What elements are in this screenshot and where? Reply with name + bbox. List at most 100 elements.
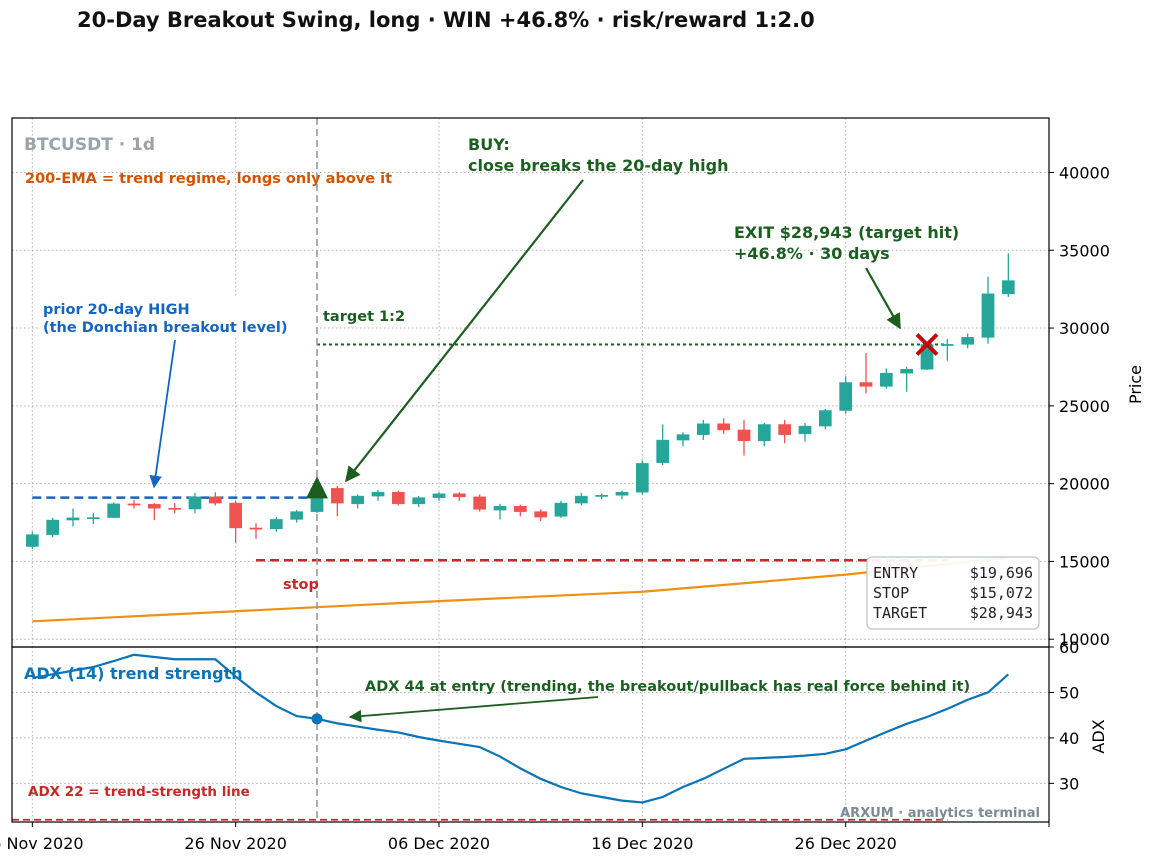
candle: [757, 422, 771, 447]
xtick-label: 06 Dec 2020: [388, 834, 490, 853]
candle-body: [46, 519, 60, 535]
axes: 10000 15000 20000 25000 30000 35000 40000 30 40 5…: [0, 117, 1145, 853]
adx-ytick-label: 50: [1059, 683, 1079, 702]
candle-body: [554, 502, 568, 517]
price-ytick-label: 30000: [1059, 319, 1110, 338]
candle: [534, 509, 548, 521]
candle: [371, 489, 385, 501]
candle: [676, 432, 690, 447]
candle: [981, 276, 995, 344]
candle-body: [656, 439, 670, 463]
trade-box-value: $15,072: [970, 584, 1033, 602]
trade-box-key: TARGET: [873, 604, 927, 622]
buy-label: close breaks the 20-day high: [468, 156, 728, 175]
candle-body: [595, 495, 609, 497]
candle: [107, 502, 121, 518]
candle-body: [208, 496, 222, 504]
candle-body: [574, 495, 588, 504]
price-ytick-label: 40000: [1059, 163, 1110, 182]
candle: [656, 424, 670, 465]
ema200-line: [32, 556, 1009, 623]
candle: [473, 494, 487, 512]
target-label: target 1:2: [323, 309, 405, 325]
price-ytick-label: 15000: [1059, 552, 1110, 571]
candle-body: [452, 493, 466, 498]
candle-body: [676, 434, 690, 441]
candle: [432, 492, 446, 501]
candle: [615, 490, 629, 500]
candle: [351, 494, 365, 509]
ema-label: 200-EMA = trend regime, longs only above…: [25, 171, 392, 187]
candle-body: [371, 491, 385, 497]
candle-body: [879, 372, 893, 387]
candle: [208, 492, 222, 506]
breakout-arrow: [149, 339, 176, 489]
candle: [25, 531, 39, 549]
breakout-label: prior 20-day HIGH: [43, 302, 190, 318]
candle: [696, 419, 710, 441]
breakout-label-bg: [38, 297, 314, 337]
price-ytick-label: 20000: [1059, 475, 1110, 494]
adx-panel: [12, 653, 1010, 821]
candle: [412, 496, 426, 507]
candle-body: [188, 496, 202, 510]
annotations: BTCUSDT · 1d 200-EMA = trend regime, long…: [24, 135, 1040, 821]
exit-arrow: [865, 267, 901, 330]
candle-body: [635, 463, 649, 493]
candle-body: [66, 517, 80, 521]
buy-arrow: [345, 179, 584, 483]
adx-ylabel: ADX: [1089, 719, 1108, 753]
candle-body: [147, 503, 161, 509]
adx-panel-label: ADX (14) trend strength: [24, 664, 243, 683]
candle: [66, 508, 80, 527]
trade-box-value: $19,696: [970, 564, 1033, 582]
candle: [859, 352, 873, 394]
price-ylabel: Price: [1126, 365, 1145, 404]
adx-ytick-label: 60: [1059, 638, 1079, 657]
xtick-label: 26 Nov 2020: [184, 834, 286, 853]
stop-label: stop: [283, 577, 319, 593]
price-ytick-label: 10000: [1059, 630, 1110, 649]
candle-body: [940, 344, 954, 346]
candle-body: [798, 425, 812, 435]
candle-body: [1001, 280, 1015, 295]
candle-body: [107, 503, 121, 518]
candle-body: [513, 505, 527, 512]
candle-body: [859, 382, 873, 387]
adx-threshold-label: ADX 22 = trend-strength line: [28, 784, 250, 800]
candle-body: [432, 493, 446, 498]
adx-line: [32, 653, 1010, 804]
candle-body: [351, 495, 365, 505]
candle: [961, 333, 975, 349]
candle: [269, 517, 283, 532]
chart-title: 20-Day Breakout Swing, long · WIN +46.8%…: [77, 8, 815, 32]
buy-label: BUY:: [468, 135, 510, 154]
candle-body: [290, 511, 304, 520]
candle: [452, 492, 466, 501]
adx-ytick-label: 30: [1059, 774, 1079, 793]
candle: [168, 503, 182, 514]
xtick-label: 26 Dec 2020: [795, 834, 897, 853]
xtick-label: 16 Nov 2020: [0, 834, 84, 853]
adx-axes-frame: [11, 646, 1050, 823]
candle: [818, 408, 832, 430]
candle: [798, 422, 812, 442]
candle-body: [981, 293, 995, 338]
price-panel: [25, 118, 1015, 822]
adx-entry-arrow: [348, 696, 599, 723]
candle: [513, 504, 527, 517]
candle: [147, 503, 161, 521]
trade-box-key: STOP: [873, 584, 909, 602]
candle: [554, 500, 568, 518]
candle-body: [961, 337, 975, 345]
adx-entry-label: ADX 44 at entry (trending, the breakout/…: [365, 679, 970, 695]
candle-body: [737, 429, 751, 442]
candle: [46, 517, 60, 538]
candle: [86, 513, 100, 525]
candle: [1001, 253, 1015, 297]
candle: [290, 510, 304, 523]
candle: [249, 523, 263, 539]
price-ytick-label: 35000: [1059, 241, 1110, 260]
trade-box: ENTRY $19,696 STOP $15,072 TARGET $28,943: [866, 556, 1040, 630]
